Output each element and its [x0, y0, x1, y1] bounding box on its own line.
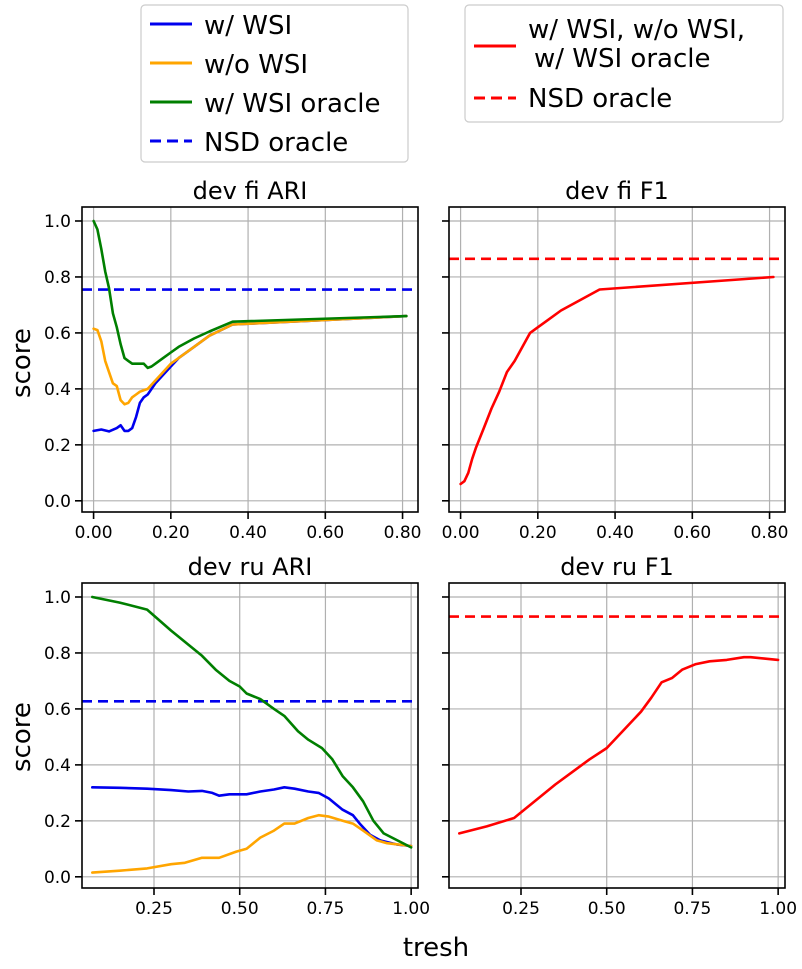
- x-tick-label: 0.75: [306, 899, 344, 919]
- panel-title: dev fi ARI: [193, 177, 308, 205]
- x-tick-label: 0.25: [502, 899, 540, 919]
- y-tick-label: 0.4: [44, 380, 71, 400]
- y-tick-label: 1.0: [44, 212, 71, 232]
- series-line-w-o-wsi: [92, 314, 408, 406]
- x-tick-label: 0.50: [588, 899, 626, 919]
- y-tick-label: 0.8: [44, 644, 71, 664]
- x-tick-label: 0.80: [384, 523, 422, 543]
- grid: [449, 583, 785, 888]
- panel-title: dev ru ARI: [188, 553, 313, 581]
- x-tick-label: 0.20: [519, 523, 557, 543]
- x-tick-label: 0.80: [751, 523, 789, 543]
- y-axis-label-top: score: [7, 328, 37, 398]
- series-line-w-o-wsi: [91, 813, 413, 874]
- axes-frame: [448, 206, 786, 513]
- y-tick-label: 0.8: [44, 268, 71, 288]
- x-tick-label: 0.25: [135, 899, 173, 919]
- series-line-w-wsi: [91, 785, 413, 848]
- legend-left: w/ WSI w/o WSI w/ WSI oracle NSD oracle: [140, 4, 409, 163]
- legend-label-w-wsi-oracle: w/ WSI oracle: [204, 89, 380, 119]
- legend-label-combined-line2: w/ WSI oracle: [534, 44, 710, 74]
- legend-right: w/ WSI, w/o WSI, w/ WSI oracle NSD oracl…: [464, 4, 784, 123]
- grid: [82, 207, 418, 512]
- y-axis-label-bottom: score: [7, 702, 37, 772]
- axes-frame: [448, 582, 786, 889]
- y-tick-label: 0.4: [44, 756, 71, 776]
- series-line-w-wsi-w-o-wsi-w-wsi-oracle: [459, 275, 775, 486]
- y-tick-label: 0.0: [44, 868, 71, 888]
- legend-label-nsd-oracle-red: NSD oracle: [528, 84, 672, 114]
- x-tick-label: 1.00: [759, 899, 797, 919]
- panel-title: dev fi F1: [565, 177, 669, 205]
- legend-label-combined-line1: w/ WSI, w/o WSI,: [528, 15, 745, 45]
- x-tick-label: 0.00: [442, 523, 480, 543]
- axes-frame: [81, 582, 419, 889]
- y-tick-label: 0.0: [44, 492, 71, 512]
- grid: [82, 583, 418, 888]
- x-axis-label: tresh: [403, 933, 469, 963]
- legend-label-nsd-oracle: NSD oracle: [204, 128, 348, 158]
- x-tick-label: 0.00: [75, 523, 113, 543]
- x-tick-label: 0.40: [229, 523, 267, 543]
- x-tick-label: 1.00: [392, 899, 430, 919]
- y-tick-label: 0.6: [44, 324, 71, 344]
- x-tick-label: 0.60: [306, 523, 344, 543]
- axes-frame: [81, 206, 419, 513]
- x-tick-label: 0.60: [673, 523, 711, 543]
- legend-label-wo-wsi: w/o WSI: [204, 50, 308, 80]
- x-tick-label: 0.40: [596, 523, 634, 543]
- panel-dev-fi-f1: 0.00 0.20 0.40 0.60 0.80 dev fi F1: [442, 177, 789, 543]
- y-tick-label: 0.2: [44, 436, 71, 456]
- series-line-w-wsi-oracle: [92, 219, 408, 370]
- x-tick-label: 0.20: [152, 523, 190, 543]
- panel-dev-ru-f1: 0.25 0.50 0.75 1.00 dev ru F1: [442, 553, 797, 919]
- panel-dev-fi-ari: 0.00 0.20 0.40 0.60 0.80 0.0 0.2 0.4 0.6 0.8 1.0 de…: [44, 177, 422, 543]
- y-tick-label: 1.0: [44, 588, 71, 608]
- y-tick-label: 0.6: [44, 700, 71, 720]
- panel-dev-ru-ari: 0.25 0.50 0.75 1.00 0.0 0.2 0.4 0.6 0.8 1.0 dev ru…: [44, 553, 430, 919]
- series-line-w-wsi-oracle: [91, 595, 413, 849]
- y-tick-label: 0.2: [44, 812, 71, 832]
- x-tick-label: 0.75: [673, 899, 711, 919]
- x-tick-label: 0.50: [221, 899, 259, 919]
- panel-title: dev ru F1: [560, 553, 674, 581]
- legend-label-w-wsi: w/ WSI: [204, 11, 292, 41]
- series-line-w-wsi-w-o-wsi-w-wsi-oracle: [457, 655, 780, 835]
